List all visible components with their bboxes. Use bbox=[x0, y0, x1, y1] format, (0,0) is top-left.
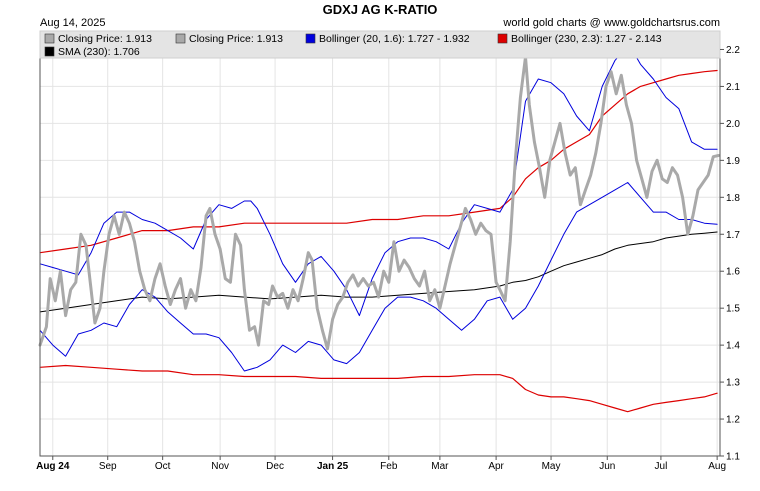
x-tick-label: Jun bbox=[599, 461, 615, 472]
y-axis: 1.1 1.2 1.3 1.4 1.5 1.6 1.7 1.8 1.9 2.0 2.1 2.2 bbox=[720, 45, 740, 463]
legend-label-bollinger-short: Bollinger (20, 1.6): 1.727 - 1.932 bbox=[319, 33, 470, 45]
y-tick-label: 2.1 bbox=[726, 82, 740, 93]
chart-source: world gold charts @ www.goldchartsrus.co… bbox=[502, 17, 720, 29]
y-tick-label: 1.1 bbox=[726, 452, 740, 463]
plot-background bbox=[40, 31, 720, 456]
y-tick-label: 2.0 bbox=[726, 119, 740, 130]
legend-swatch-price bbox=[44, 33, 55, 44]
series-layer bbox=[38, 45, 720, 413]
plot-area bbox=[38, 30, 721, 457]
y-tick-label: 1.6 bbox=[726, 267, 740, 278]
y-tick-label: 1.8 bbox=[726, 193, 740, 204]
y-tick-label: 1.9 bbox=[726, 156, 740, 167]
series-line-price bbox=[38, 55, 720, 351]
series-line-boll-short-lower bbox=[39, 182, 718, 372]
legend: Closing Price: 1.913 Closing Price: 1.91… bbox=[39, 30, 721, 59]
x-tick-label: Jan 25 bbox=[317, 461, 349, 472]
legend-label-bollinger-long: Bollinger (230, 2.3): 1.27 - 2.143 bbox=[511, 33, 662, 45]
y-tick-label: 1.2 bbox=[726, 415, 740, 426]
legend-label-price-2: Closing Price: 1.913 bbox=[189, 33, 283, 45]
legend-swatch-bollinger-short bbox=[305, 33, 316, 44]
x-tick-label: Sep bbox=[99, 461, 117, 472]
x-tick-label: Aug 24 bbox=[36, 461, 70, 472]
legend-swatch-bollinger-long bbox=[497, 33, 508, 44]
series-line-boll-long-upper bbox=[39, 69, 718, 254]
x-tick-label: Nov bbox=[211, 461, 229, 472]
x-tick-label: May bbox=[542, 461, 561, 472]
y-tick-label: 1.7 bbox=[726, 230, 740, 241]
x-tick-label: Jul bbox=[655, 461, 668, 472]
chart-title: GDXJ AG K-RATIO bbox=[323, 2, 438, 17]
x-tick-label: Feb bbox=[380, 461, 398, 472]
x-tick-label: Mar bbox=[431, 461, 449, 472]
legend-label-sma: SMA (230): 1.706 bbox=[58, 46, 140, 58]
y-tick-label: 2.2 bbox=[726, 45, 740, 56]
y-tick-label: 1.5 bbox=[726, 304, 740, 315]
series-line-boll-short-upper bbox=[39, 45, 718, 317]
legend-background bbox=[39, 30, 721, 59]
x-tick-label: Aug bbox=[708, 461, 726, 472]
y-tick-label: 1.3 bbox=[726, 378, 740, 389]
x-tick-label: Apr bbox=[488, 461, 504, 472]
y-tick-label: 1.4 bbox=[726, 341, 740, 352]
x-axis: Aug 24 Sep Oct Nov Dec Jan 25 Feb Mar Apr May Jun J… bbox=[36, 456, 726, 472]
x-tick-label: Oct bbox=[155, 461, 171, 472]
chart-date: Aug 14, 2025 bbox=[40, 17, 105, 29]
legend-swatch-sma bbox=[44, 46, 55, 57]
legend-swatch-price-2 bbox=[175, 33, 186, 44]
series-line-boll-long-lower bbox=[39, 364, 718, 413]
x-tick-label: Dec bbox=[266, 461, 284, 472]
legend-label-price: Closing Price: 1.913 bbox=[58, 33, 152, 45]
